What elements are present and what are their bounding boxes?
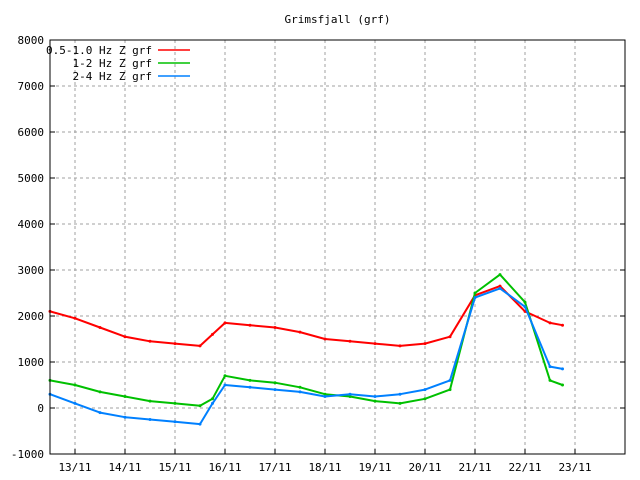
y-tick-label: 6000 <box>18 126 45 139</box>
data-point <box>323 392 327 396</box>
x-tick-label: 18/11 <box>308 461 341 474</box>
y-axis: -1000 0 1000 2000 3000 4000 5000 6000 7000 8000 <box>11 34 625 461</box>
data-point <box>173 420 177 424</box>
data-point <box>323 337 327 341</box>
data-point <box>561 367 564 371</box>
y-tick-label: -1000 <box>11 448 44 461</box>
x-tick-label: 19/11 <box>358 461 391 474</box>
x-tick-label: 22/11 <box>508 461 541 474</box>
legend-label: 2-4 Hz Z grf <box>73 70 152 83</box>
data-point <box>298 385 302 389</box>
data-point <box>298 330 302 334</box>
data-point <box>348 339 352 343</box>
data-point <box>423 342 427 346</box>
y-tick-label: 8000 <box>18 34 45 47</box>
data-point <box>448 388 452 392</box>
data-point <box>373 395 377 398</box>
legend-label: 1-2 Hz Z grf <box>73 57 152 70</box>
y-tick-label: 2000 <box>18 310 45 323</box>
data-point <box>473 291 477 295</box>
data-point <box>448 335 452 339</box>
data-point <box>198 404 202 408</box>
data-point <box>248 385 252 389</box>
data-point <box>123 415 127 419</box>
y-tick-label: 7000 <box>18 80 45 93</box>
data-point <box>498 284 502 288</box>
data-point <box>73 383 77 387</box>
data-point <box>173 401 177 405</box>
data-point <box>223 321 227 325</box>
x-tick-label: 23/11 <box>558 461 591 474</box>
x-tick-label: 15/11 <box>158 461 191 474</box>
data-point <box>348 392 352 396</box>
x-tick-label: 16/11 <box>208 461 241 474</box>
data-point <box>298 390 302 394</box>
data-point <box>198 344 202 348</box>
data-point <box>398 344 402 348</box>
x-tick-label: 17/11 <box>258 461 291 474</box>
legend-label: 0.5-1.0 Hz Z grf <box>46 44 152 57</box>
series-layer <box>48 273 564 426</box>
y-tick-label: 1000 <box>18 356 45 369</box>
data-point <box>123 395 127 398</box>
data-point <box>348 395 352 398</box>
series-line-1 <box>49 285 563 347</box>
data-point <box>223 383 227 387</box>
data-point <box>373 342 377 346</box>
y-tick-label: 4000 <box>18 218 45 231</box>
data-point <box>148 399 152 403</box>
data-point <box>273 381 277 385</box>
x-tick-label: 13/11 <box>58 461 91 474</box>
y-tick-label: 0 <box>37 402 44 415</box>
data-point <box>548 321 552 325</box>
x-tick-label: 20/11 <box>408 461 441 474</box>
series-line-3 <box>49 287 563 426</box>
data-point <box>148 339 152 343</box>
data-point <box>423 388 427 392</box>
data-point <box>73 401 77 405</box>
data-point <box>211 332 214 336</box>
data-point <box>398 401 402 405</box>
data-point <box>423 397 427 401</box>
data-point <box>198 422 202 426</box>
data-point <box>561 383 564 387</box>
y-tick-label: 3000 <box>18 264 45 277</box>
data-point <box>273 326 277 329</box>
data-point <box>323 395 327 398</box>
data-point <box>98 411 102 415</box>
data-point <box>373 399 377 403</box>
data-point <box>173 342 177 346</box>
grid <box>50 40 625 454</box>
data-point <box>98 326 102 329</box>
x-axis: 13/11 14/11 15/11 16/11 17/11 18/11 19/11 20/11… <box>58 449 592 474</box>
data-point <box>561 323 564 327</box>
chart-title: Grimsfjall (grf) <box>285 13 391 26</box>
y-tick-label: 5000 <box>18 172 45 185</box>
data-point <box>223 374 227 378</box>
data-point <box>523 305 527 309</box>
data-point <box>398 392 402 396</box>
data-point <box>273 388 277 392</box>
data-point <box>473 296 477 300</box>
data-point <box>248 378 252 382</box>
data-point <box>498 286 502 290</box>
data-point <box>123 335 127 339</box>
x-tick-label: 21/11 <box>458 461 491 474</box>
data-point <box>211 401 214 405</box>
data-point <box>248 323 252 327</box>
x-tick-label: 14/11 <box>108 461 141 474</box>
data-point <box>548 365 552 369</box>
data-point <box>448 378 452 382</box>
data-point <box>211 397 214 401</box>
plot-frame <box>49 39 626 455</box>
data-point <box>548 378 552 382</box>
data-point <box>498 273 502 277</box>
data-point <box>73 316 77 320</box>
data-point <box>523 300 527 304</box>
data-point <box>148 418 152 421</box>
data-point <box>98 390 102 394</box>
